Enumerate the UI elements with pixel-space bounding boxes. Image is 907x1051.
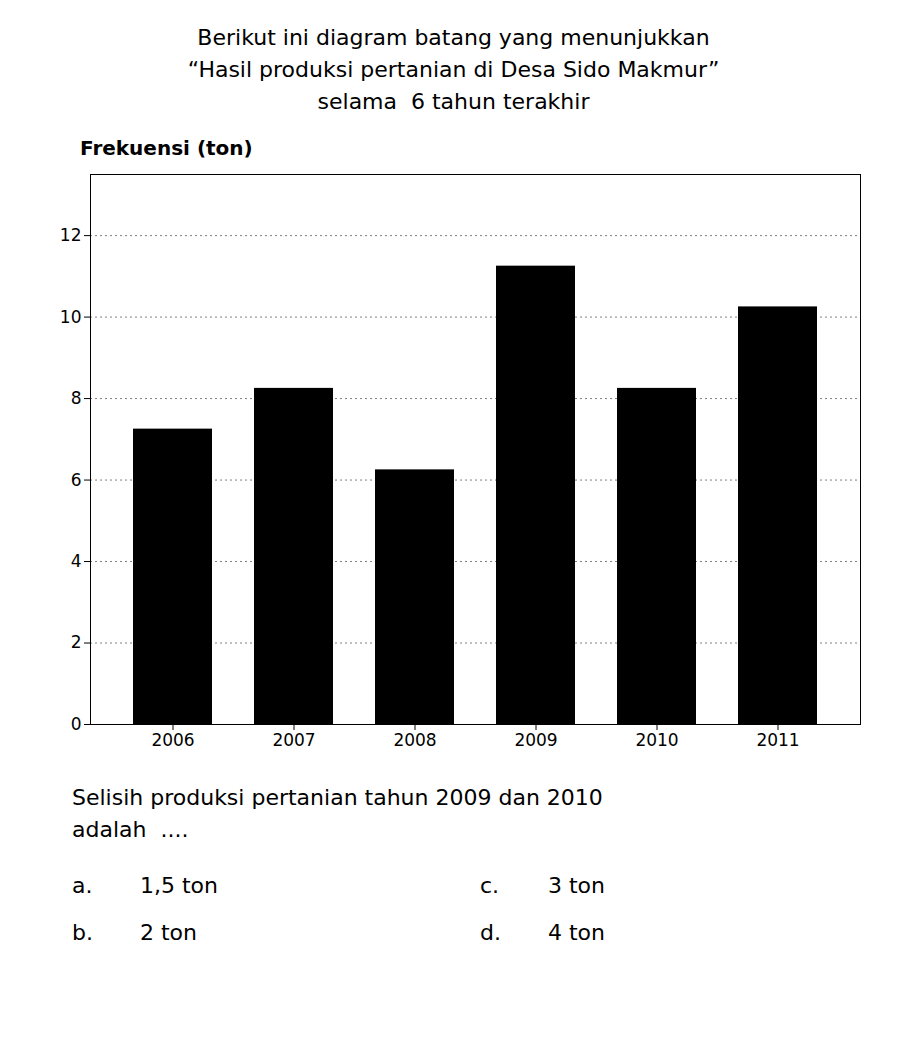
html-text:2 ton: 2 ton bbox=[140, 920, 197, 946]
html-text:1,5 ton: 1,5 ton bbox=[140, 873, 218, 899]
svg-text:2010: 2010 bbox=[635, 729, 678, 749]
html-text:a.: a. bbox=[72, 873, 93, 899]
html-text:Selisih produksi pertanian tah: Selisih produksi pertanian tahun 2009 da… bbox=[72, 784, 603, 842]
svg-text:6: 6 bbox=[71, 469, 82, 489]
html-text:3 ton: 3 ton bbox=[548, 873, 605, 899]
svg-text:2008: 2008 bbox=[393, 729, 436, 749]
html-text:c.: c. bbox=[480, 873, 500, 899]
html-text:Frekuensi (ton): Frekuensi (ton) bbox=[80, 135, 253, 160]
svg-text:4: 4 bbox=[71, 551, 82, 571]
svg-text:12: 12 bbox=[60, 225, 82, 245]
html-text:4 ton: 4 ton bbox=[548, 920, 605, 946]
html-text:b.: b. bbox=[72, 920, 93, 946]
svg-text:2009: 2009 bbox=[514, 729, 557, 749]
svg-text:8: 8 bbox=[71, 388, 82, 408]
svg-text:2006: 2006 bbox=[151, 729, 194, 749]
svg-text:2011: 2011 bbox=[756, 729, 799, 749]
html-text:d.: d. bbox=[480, 920, 501, 946]
html-text:Berikut ini diagram batang yan: Berikut ini diagram batang yang menunjuk… bbox=[187, 25, 720, 114]
svg-text:10: 10 bbox=[60, 306, 82, 326]
svg-text:0: 0 bbox=[71, 714, 82, 734]
svg-text:2: 2 bbox=[71, 632, 82, 652]
svg-text:2007: 2007 bbox=[272, 729, 315, 749]
